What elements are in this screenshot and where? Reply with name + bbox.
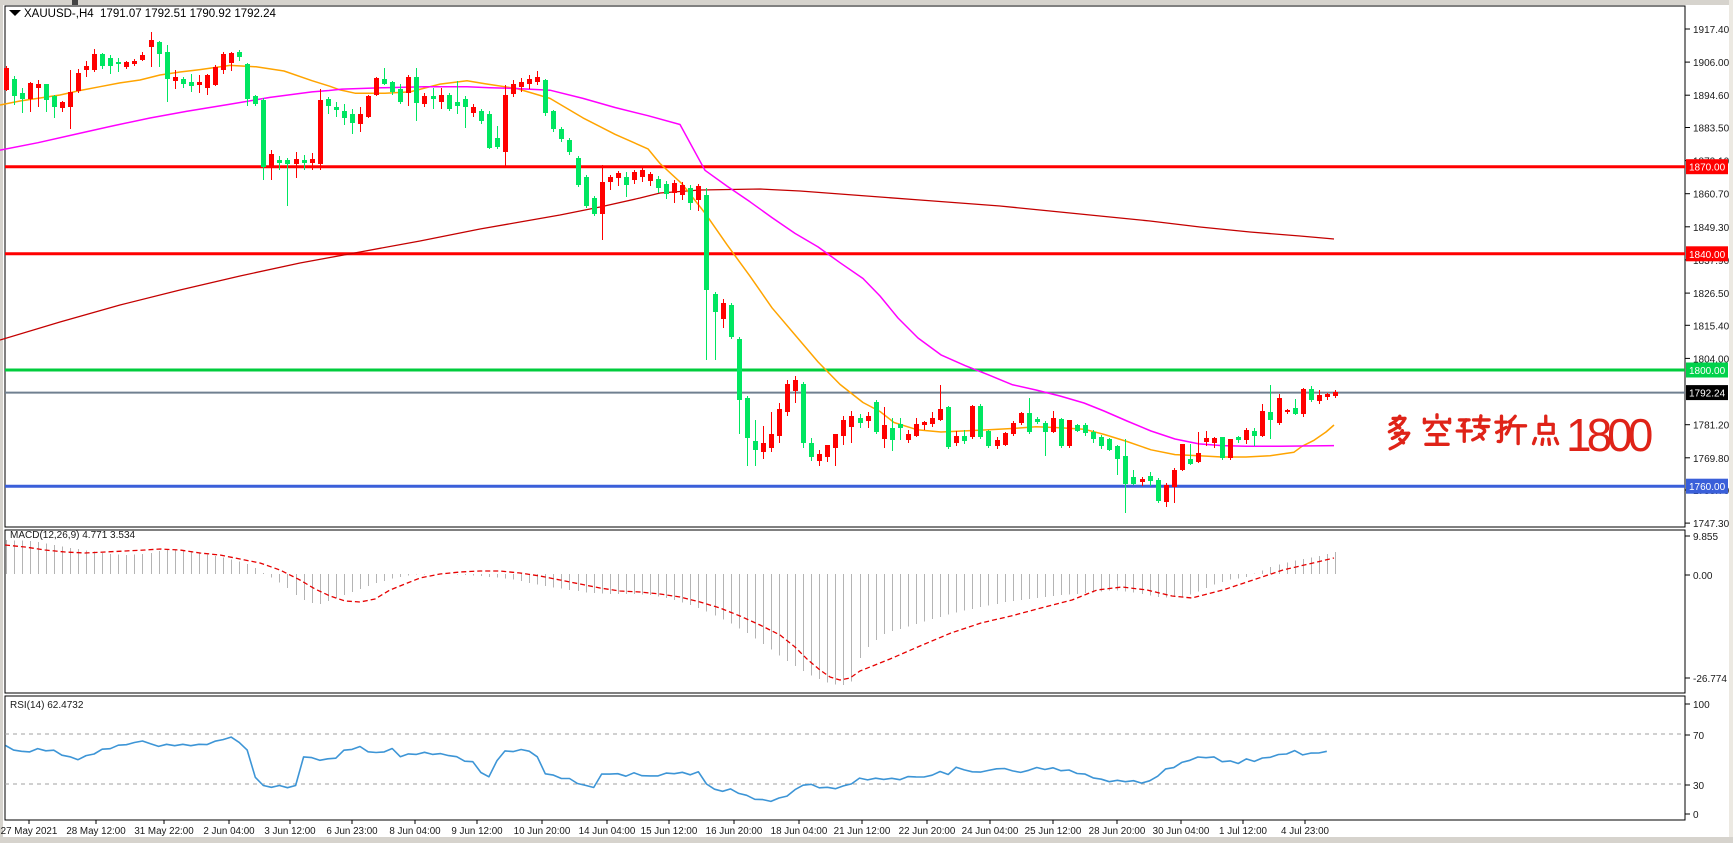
svg-text:1760.00: 1760.00 [1689, 482, 1726, 493]
svg-text:1849.30: 1849.30 [1693, 223, 1730, 234]
svg-text:4 Jul 23:00: 4 Jul 23:00 [1281, 826, 1329, 837]
svg-text:15 Jun 12:00: 15 Jun 12:00 [641, 826, 698, 837]
svg-text:1906.00: 1906.00 [1693, 58, 1730, 69]
svg-text:1870.00: 1870.00 [1689, 163, 1726, 174]
svg-text:24 Jun 04:00: 24 Jun 04:00 [962, 826, 1019, 837]
svg-text:22 Jun 20:00: 22 Jun 20:00 [899, 826, 956, 837]
svg-text:1883.50: 1883.50 [1693, 124, 1730, 135]
svg-text:1840.00: 1840.00 [1689, 250, 1726, 261]
svg-text:27 May 2021: 27 May 2021 [1, 826, 58, 837]
svg-text:XAUUSD-,H4 1791.07 1792.51 17: XAUUSD-,H4 1791.07 1792.51 1790.92 1792.… [24, 8, 277, 20]
svg-text:1747.30: 1747.30 [1693, 519, 1730, 530]
svg-text:0: 0 [1693, 810, 1699, 821]
svg-text:1917.40: 1917.40 [1693, 25, 1730, 36]
svg-text:9 Jun 12:00: 9 Jun 12:00 [451, 826, 503, 837]
svg-text:30: 30 [1693, 781, 1705, 792]
svg-text:100: 100 [1693, 700, 1710, 711]
svg-text:25 Jun 12:00: 25 Jun 12:00 [1025, 826, 1082, 837]
svg-text:1894.60: 1894.60 [1693, 91, 1730, 102]
svg-text:2 Jun 04:00: 2 Jun 04:00 [203, 826, 255, 837]
svg-text:70: 70 [1693, 731, 1705, 742]
svg-text:1860.70: 1860.70 [1693, 190, 1730, 201]
svg-text:1769.80: 1769.80 [1693, 454, 1730, 465]
svg-text:1815.40: 1815.40 [1693, 321, 1730, 332]
svg-text:0.00: 0.00 [1693, 571, 1713, 582]
svg-text:30 Jun 04:00: 30 Jun 04:00 [1153, 826, 1210, 837]
svg-text:3 Jun 12:00: 3 Jun 12:00 [264, 826, 316, 837]
svg-text:16 Jun 20:00: 16 Jun 20:00 [706, 826, 763, 837]
svg-text:1800: 1800 [1566, 409, 1652, 461]
svg-text:28 May 12:00: 28 May 12:00 [66, 826, 126, 837]
svg-text:MACD(12,26,9) 4.771 3.534: MACD(12,26,9) 4.771 3.534 [10, 530, 136, 541]
svg-text:1800.00: 1800.00 [1689, 366, 1726, 377]
svg-text:21 Jun 12:00: 21 Jun 12:00 [834, 826, 891, 837]
svg-text:8 Jun 04:00: 8 Jun 04:00 [389, 826, 441, 837]
svg-text:31 May 22:00: 31 May 22:00 [134, 826, 194, 837]
svg-text:1826.50: 1826.50 [1693, 289, 1730, 300]
svg-text:6 Jun 23:00: 6 Jun 23:00 [326, 826, 378, 837]
svg-text:1 Jul 12:00: 1 Jul 12:00 [1219, 826, 1267, 837]
svg-text:1792.24: 1792.24 [1689, 389, 1726, 400]
svg-text:-26.774: -26.774 [1693, 674, 1727, 685]
svg-text:9.855: 9.855 [1693, 532, 1718, 543]
svg-text:10 Jun 20:00: 10 Jun 20:00 [514, 826, 571, 837]
svg-text:18 Jun 04:00: 18 Jun 04:00 [771, 826, 828, 837]
svg-text:14 Jun 04:00: 14 Jun 04:00 [579, 826, 636, 837]
svg-text:1781.20: 1781.20 [1693, 421, 1730, 432]
svg-text:RSI(14) 62.4732: RSI(14) 62.4732 [10, 700, 84, 711]
svg-text:28 Jun 20:00: 28 Jun 20:00 [1089, 826, 1146, 837]
